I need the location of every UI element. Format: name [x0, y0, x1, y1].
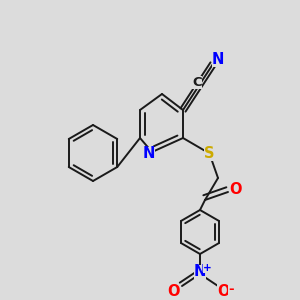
Text: +: + [202, 263, 211, 273]
Text: N: N [143, 146, 155, 161]
Text: O: O [217, 284, 229, 298]
Text: -: - [228, 283, 234, 296]
Text: C: C [192, 76, 202, 88]
Text: O: O [230, 182, 242, 197]
Text: N: N [212, 52, 224, 67]
Text: S: S [204, 146, 214, 160]
Text: N: N [194, 265, 206, 280]
Text: O: O [168, 284, 180, 298]
